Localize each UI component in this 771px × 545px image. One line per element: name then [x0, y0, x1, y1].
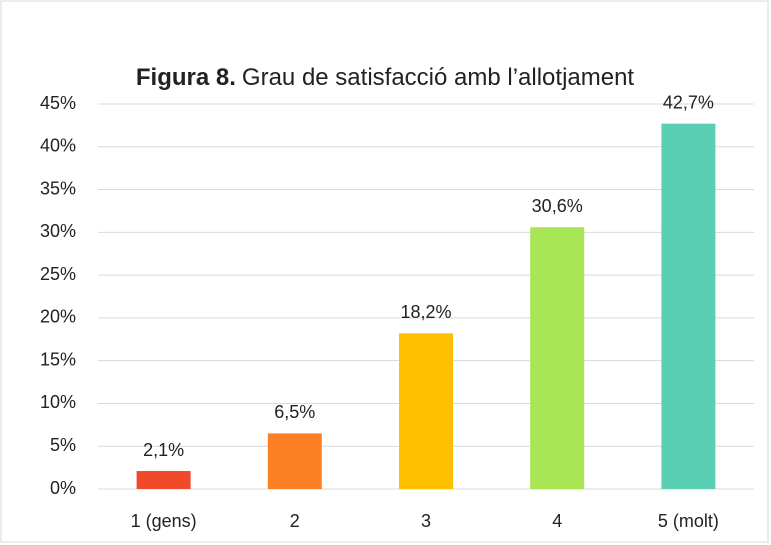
- chart-title: Grau de satisfacció amb l’allotjament: [242, 64, 635, 91]
- x-tick-label: 3: [421, 511, 431, 531]
- y-tick-label: 5%: [50, 435, 76, 455]
- data-label: 30,6%: [532, 196, 583, 216]
- bar: [530, 227, 585, 489]
- x-tick-label: 4: [552, 511, 562, 531]
- y-tick-label: 10%: [40, 392, 76, 412]
- x-tick-label: 2: [290, 511, 300, 531]
- y-tick-label: 40%: [40, 136, 76, 156]
- y-tick-label: 15%: [40, 349, 76, 369]
- bar: [136, 471, 191, 489]
- y-tick-label: 35%: [40, 178, 76, 198]
- bar: [267, 433, 322, 489]
- y-tick-label: 45%: [40, 93, 76, 113]
- bar: [661, 123, 716, 489]
- y-tick-label: 0%: [50, 478, 76, 498]
- data-label: 42,7%: [663, 92, 714, 112]
- x-tick-label: 1 (gens): [131, 511, 197, 531]
- data-label: 2,1%: [143, 440, 184, 460]
- data-label: 6,5%: [274, 402, 315, 422]
- figure-label: Figura 8.: [136, 64, 236, 91]
- y-tick-label: 20%: [40, 307, 76, 327]
- x-tick-label: 5 (molt): [658, 511, 719, 531]
- y-tick-label: 30%: [40, 221, 76, 241]
- y-tick-label: 25%: [40, 264, 76, 284]
- bar: [399, 333, 453, 489]
- data-label: 18,2%: [400, 302, 451, 322]
- chart-title-group: Figura 8. Grau de satisfacció amb l’allot…: [136, 64, 635, 91]
